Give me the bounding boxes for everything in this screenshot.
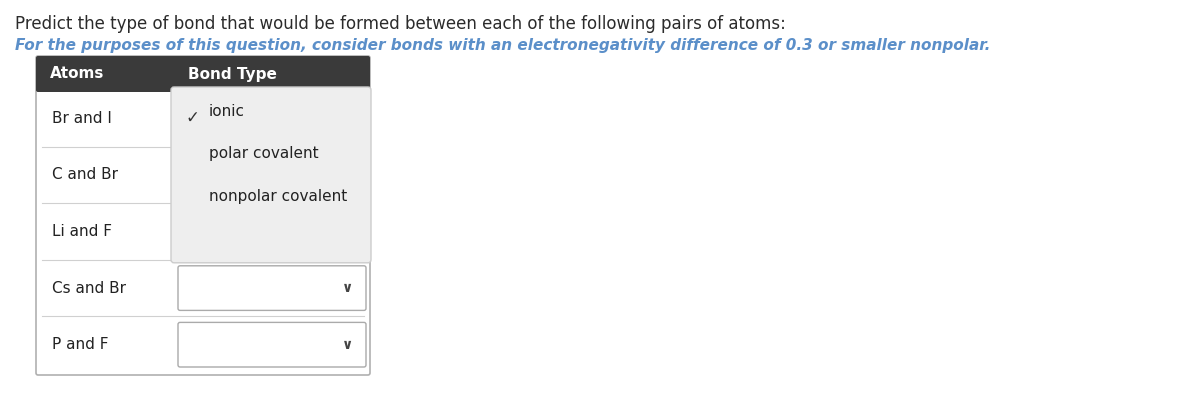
- FancyBboxPatch shape: [172, 87, 371, 263]
- FancyBboxPatch shape: [178, 266, 366, 310]
- FancyBboxPatch shape: [36, 56, 370, 375]
- Text: For the purposes of this question, consider bonds with an electronegativity diff: For the purposes of this question, consi…: [14, 38, 990, 53]
- Text: Atoms: Atoms: [50, 66, 104, 81]
- Text: Br and I: Br and I: [52, 111, 112, 126]
- Text: ∨: ∨: [342, 281, 354, 295]
- Text: nonpolar covalent: nonpolar covalent: [209, 189, 347, 204]
- Text: ✓: ✓: [186, 109, 200, 127]
- Text: ionic: ionic: [209, 104, 245, 119]
- FancyBboxPatch shape: [36, 56, 370, 92]
- Text: P and F: P and F: [52, 337, 108, 352]
- Text: Li and F: Li and F: [52, 224, 112, 239]
- Text: ∨: ∨: [342, 338, 354, 352]
- Text: Cs and Br: Cs and Br: [52, 281, 126, 296]
- Text: Bond Type: Bond Type: [188, 66, 277, 81]
- Text: C and Br: C and Br: [52, 167, 118, 182]
- Text: Predict the type of bond that would be formed between each of the following pair: Predict the type of bond that would be f…: [14, 15, 786, 33]
- FancyBboxPatch shape: [178, 322, 366, 367]
- Text: polar covalent: polar covalent: [209, 146, 319, 161]
